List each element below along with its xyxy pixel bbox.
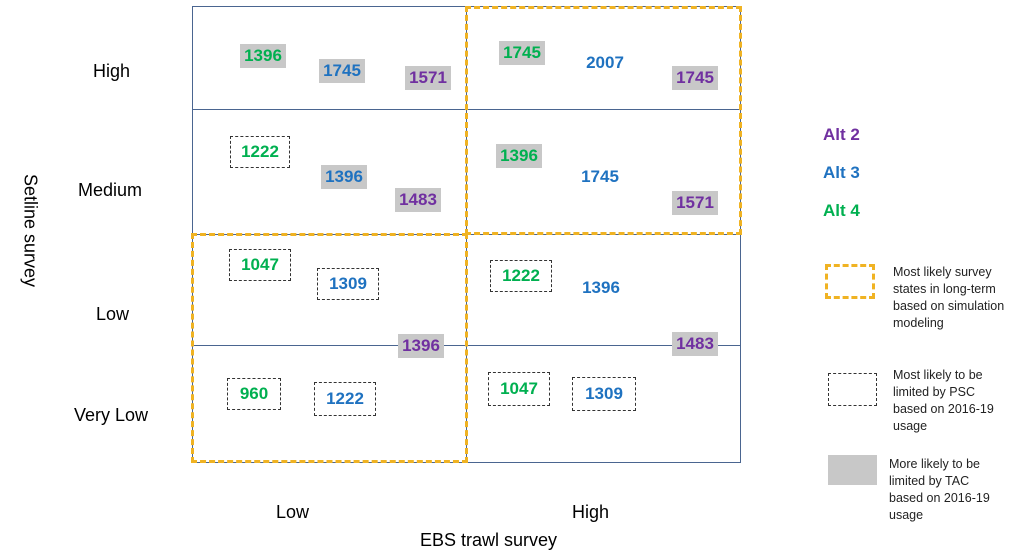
value-alt3-high-high: 2007	[586, 53, 624, 72]
value-alt4-low-low: 1047	[229, 249, 291, 281]
legend-text-tac: More likely to be limited by TAC based o…	[889, 457, 990, 522]
row-label-very-low: Very Low	[74, 405, 149, 425]
value-alt2-medium-low: 1483	[395, 188, 441, 212]
value-alt3-verylow-low: 1222	[314, 382, 376, 416]
value-alt4-verylow-low: 960	[227, 378, 281, 410]
value-alt3-medium-high: 1745	[581, 167, 619, 186]
legend-alt3: Alt 3	[823, 163, 860, 182]
likely-state-box-low-ebs	[191, 233, 468, 463]
value-alt4-high-high: 1745	[499, 41, 545, 65]
x-axis-title: EBS trawl survey	[420, 530, 558, 550]
legend-text-likely-state: Most likely survey states in long-term b…	[893, 265, 1005, 330]
legend-text-psc: Most likely to be limited by PSC based o…	[893, 368, 994, 433]
value-alt2-low-verylow-high: 1483	[672, 332, 718, 356]
legend-swatch-psc-dashed	[828, 373, 877, 406]
value-alt2-low-verylow-low: 1396	[398, 334, 444, 358]
legend-alt4: Alt 4	[823, 201, 860, 220]
value-alt3-low-high: 1396	[582, 278, 620, 297]
value-alt3-verylow-high: 1309	[572, 377, 636, 411]
col-label-low: Low	[276, 502, 310, 522]
legend-swatch-gold-dashed	[825, 264, 875, 299]
value-alt2-high-low: 1571	[405, 66, 451, 90]
value-alt4-verylow-high: 1047	[488, 372, 550, 406]
row-label-high: High	[93, 61, 131, 81]
value-alt3-high-low: 1745	[319, 59, 365, 83]
value-alt3-medium-low: 1396	[321, 165, 367, 189]
value-alt4-high-low: 1396	[240, 44, 286, 68]
value-alt3-low-low: 1309	[317, 268, 379, 300]
row-label-medium: Medium	[78, 180, 143, 200]
value-alt2-medium-high: 1571	[672, 191, 718, 215]
likely-state-box-high-ebs	[465, 6, 742, 235]
col-label-high: High	[572, 502, 610, 522]
y-axis-title: Setline survey	[20, 173, 41, 288]
row-label-low: Low	[96, 304, 130, 324]
value-alt4-medium-low: 1222	[230, 136, 290, 168]
value-alt4-medium-high: 1396	[496, 144, 542, 168]
value-alt4-low-high: 1222	[490, 260, 552, 292]
legend-alt2: Alt 2	[823, 125, 860, 144]
legend-swatch-tac-gray	[828, 455, 877, 485]
value-alt2-high-high: 1745	[672, 66, 718, 90]
